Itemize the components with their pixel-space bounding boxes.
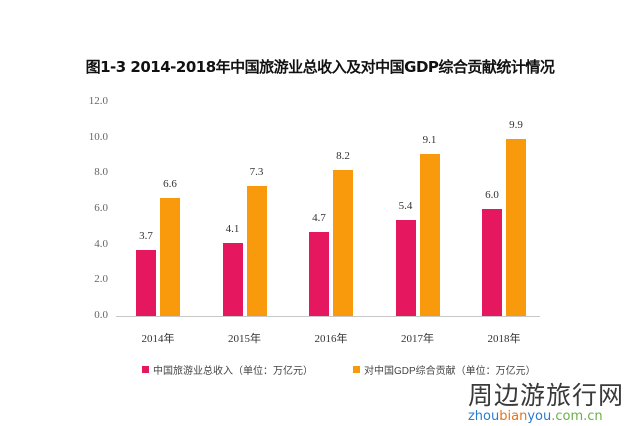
watermark-site-name: 周边游旅行网 — [467, 381, 624, 410]
watermark-url-part: you — [527, 409, 552, 424]
bar-tourism-revenue — [482, 209, 502, 316]
y-axis-tick-label: 8.0 — [94, 166, 108, 179]
bar-gdp-contribution — [506, 139, 526, 316]
bar-value-label: 4.7 — [312, 212, 326, 225]
y-axis-tick-label: 0.0 — [94, 309, 108, 321]
x-axis-line — [116, 316, 540, 317]
bar-tourism-revenue — [136, 250, 156, 316]
bar-value-label: 5.4 — [398, 199, 413, 212]
legend-swatch-icon — [142, 366, 149, 373]
watermark-url: zhoubianyou.com.cn — [468, 410, 624, 424]
chart-legend: 中国旅游业总收入（单位：万亿元） 对中国GDP综合贡献（单位：万亿元） — [142, 362, 536, 377]
y-axis-tick-label: 2.0 — [94, 273, 108, 286]
y-axis-tick-label: 12.0 — [88, 95, 108, 107]
bar-gdp-contribution — [333, 169, 353, 316]
watermark-url-part: zhou — [467, 409, 500, 424]
legend-item: 中国旅游业总收入（单位：万亿元） — [142, 362, 313, 377]
bar-value-label: 3.7 — [139, 230, 153, 243]
bar-tourism-revenue — [309, 232, 329, 316]
bar-value-label: 6.6 — [163, 178, 177, 191]
x-axis-category-label: 2016年 — [314, 333, 348, 345]
watermark-url-part: .com.cn — [551, 409, 603, 424]
y-axis-tick-label: 6.0 — [94, 202, 108, 214]
x-axis-category-label: 2014年 — [141, 333, 175, 345]
chart-title: 图1-3 2014-2018年中国旅游业总收入及对中国GDP综合贡献统计情况 — [85, 58, 555, 76]
bar-value-label: 9.1 — [422, 133, 437, 146]
bar-value-label: 4.1 — [225, 222, 240, 235]
legend-swatch-icon — [353, 366, 360, 373]
x-axis-category-label: 2015年 — [228, 333, 261, 345]
watermark-url-part: bian — [499, 409, 528, 424]
bar-gdp-contribution — [246, 185, 267, 316]
bar-value-label: 6.0 — [485, 189, 499, 201]
bar-gdp-contribution — [419, 153, 440, 316]
bar-value-label: 9.9 — [509, 119, 523, 132]
legend-item: 对中国GDP综合贡献（单位：万亿元） — [353, 362, 536, 377]
legend-label: 对中国GDP综合贡献（单位：万亿元） — [364, 366, 536, 377]
bar-value-label: 7.3 — [249, 165, 264, 178]
y-axis-tick-label: 10.0 — [88, 130, 108, 143]
legend-label: 中国旅游业总收入（单位：万亿元） — [153, 366, 313, 377]
x-axis-category-label: 2017年 — [401, 333, 434, 345]
bar-value-label: 8.2 — [336, 149, 350, 162]
watermark-logo: 周边游旅行网 zhoubianyou.com.cn — [468, 382, 624, 424]
bar-gdp-contribution — [160, 198, 180, 316]
bar-tourism-revenue — [395, 219, 416, 316]
y-axis-tick-label: 4.0 — [94, 237, 108, 250]
bar-tourism-revenue — [222, 242, 243, 316]
x-axis-category-label: 2018年 — [487, 333, 521, 345]
